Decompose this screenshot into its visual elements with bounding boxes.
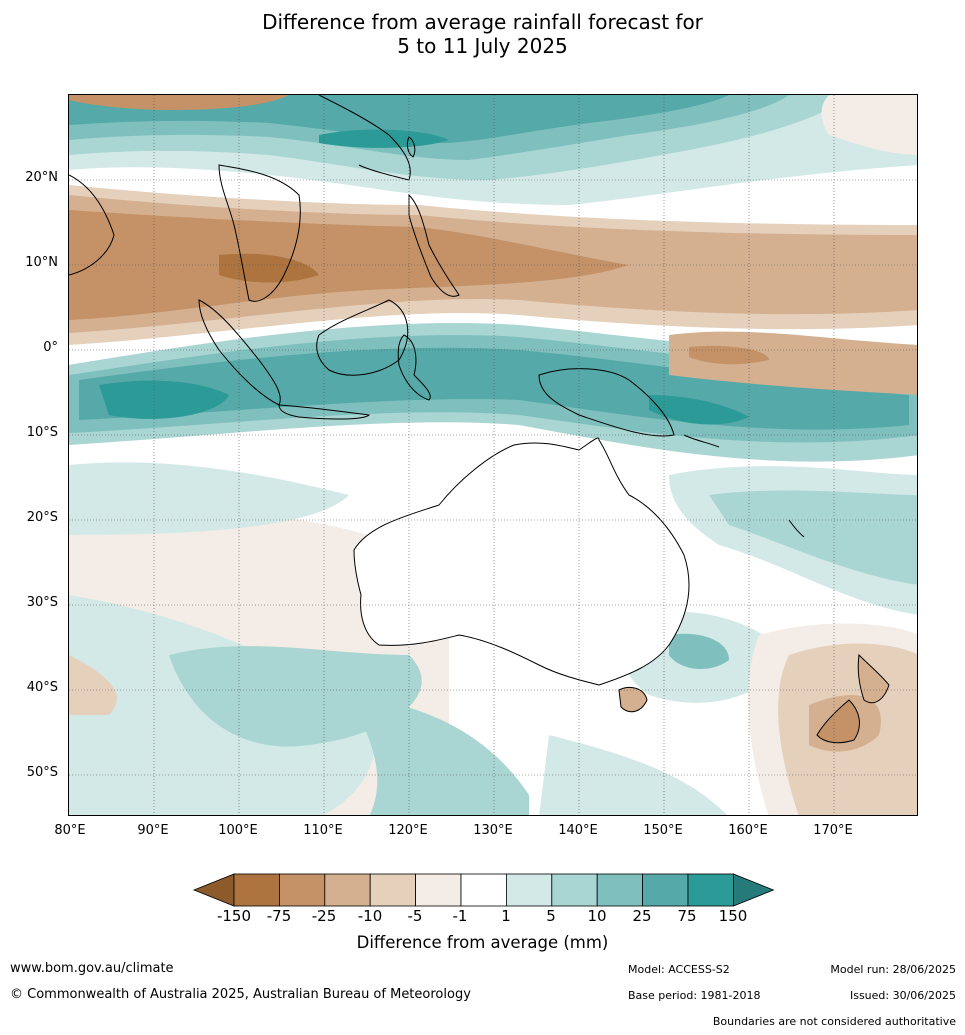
lat-label-30s: 30°S	[26, 595, 58, 610]
colorbar-segment	[687, 873, 734, 907]
colorbar-tick-label: 75	[677, 907, 697, 925]
colorbar-segment	[233, 873, 280, 907]
colorbar-segment	[642, 873, 689, 907]
footer-website: www.bom.gov.au/climate	[10, 961, 174, 976]
colorbar-tick-label: 1	[501, 907, 511, 925]
colorbar-arrow-high	[733, 873, 775, 907]
lon-label-160e: 160°E	[728, 823, 768, 838]
colorbar-segment	[505, 873, 553, 907]
lon-label-150e: 150°E	[643, 823, 683, 838]
colorbar-segment	[551, 873, 598, 907]
title-line-1: Difference from average rainfall forecas…	[262, 10, 703, 34]
lat-label-40s: 40°S	[26, 680, 58, 695]
colorbar-tick-label: 25	[632, 907, 652, 925]
colorbar-tick-label: 10	[587, 907, 607, 925]
colorbar-tick-label: 150	[718, 907, 748, 925]
colorbar-tick-label: -75	[266, 907, 292, 925]
map-title: Difference from average rainfall forecas…	[0, 10, 965, 58]
colorbar-segment	[369, 873, 416, 907]
colorbar-svg	[192, 873, 775, 907]
lat-label-10n: 10°N	[25, 255, 58, 270]
colorbar	[190, 872, 775, 908]
colorbar-segment	[324, 873, 371, 907]
lon-label-80e: 80°E	[54, 823, 86, 838]
title-line-2: 5 to 11 July 2025	[397, 34, 568, 58]
lat-label-10s: 10°S	[26, 425, 58, 440]
colorbar-tick-label: -1	[452, 907, 468, 925]
footer-base-period: Base period: 1981-2018	[628, 989, 761, 1002]
colorbar-tick-label: 5	[546, 907, 556, 925]
footer-model: Model: ACCESS-S2	[628, 963, 730, 976]
lon-label-100e: 100°E	[218, 823, 258, 838]
colorbar-arrow-low	[192, 873, 235, 907]
footer-issued: Issued: 30/06/2025	[849, 989, 956, 1002]
colorbar-segment	[460, 873, 507, 907]
colorbar-tick-label: -25	[311, 907, 337, 925]
colorbar-label: Difference from average (mm)	[356, 933, 609, 952]
lon-label-170e: 170°E	[813, 823, 853, 838]
map-svg	[69, 95, 917, 815]
colorbar-tick-label: -150	[216, 907, 252, 925]
lon-label-90e: 90°E	[137, 823, 169, 838]
colorbar-tick-label: -5	[407, 907, 423, 925]
footer-copyright: © Commonwealth of Australia 2025, Austra…	[10, 987, 471, 1002]
footer-disclaimer: Boundaries are not considered authoritat…	[712, 1015, 956, 1028]
lon-label-140e: 140°E	[558, 823, 598, 838]
colorbar-tick-label: -10	[357, 907, 383, 925]
colorbar-segment	[415, 873, 462, 907]
lat-label-20n: 20°N	[25, 170, 58, 185]
colorbar-segment	[279, 873, 326, 907]
lat-label-50s: 50°S	[26, 765, 58, 780]
lon-label-130e: 130°E	[473, 823, 513, 838]
colorbar-segment	[596, 873, 644, 907]
footer-model-run: Model run: 28/06/2025	[830, 963, 956, 976]
lon-label-110e: 110°E	[303, 823, 343, 838]
rainfall-anomaly-map	[68, 94, 918, 816]
lon-label-120e: 120°E	[388, 823, 428, 838]
lat-label-20s: 20°S	[26, 510, 58, 525]
lat-label-0: 0°	[43, 340, 58, 355]
